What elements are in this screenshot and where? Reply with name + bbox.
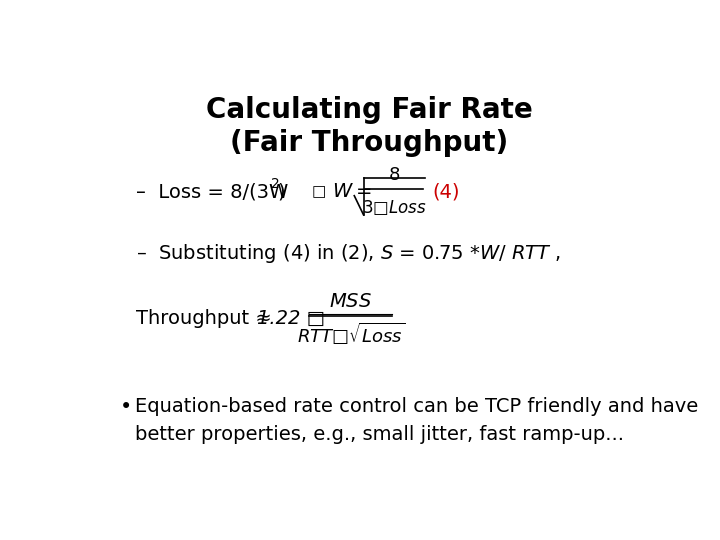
Text: $\mathit{MSS}$: $\mathit{MSS}$: [329, 293, 372, 312]
Text: –  Loss = 8/(3W: – Loss = 8/(3W: [137, 183, 289, 201]
Text: •: •: [120, 397, 132, 417]
Text: Equation-based rate control can be TCP friendly and have
better properties, e.g.: Equation-based rate control can be TCP f…: [135, 397, 698, 444]
Text: –  Substituting (4) in (2), $S$ = 0.75 *$\mathit{W/}$ $\mathit{RTT}$ ,: – Substituting (4) in (2), $S$ = 0.75 *$…: [137, 242, 562, 265]
Text: (4): (4): [433, 183, 460, 201]
Text: Calculating Fair Rate
(Fair Throughput): Calculating Fair Rate (Fair Throughput): [206, 96, 532, 157]
Text: 3□$\mathit{Loss}$: 3□$\mathit{Loss}$: [362, 198, 426, 217]
Text: □: □: [312, 184, 326, 199]
Text: Throughput ≈: Throughput ≈: [137, 309, 272, 328]
Text: 2: 2: [271, 177, 279, 191]
Text: ): ): [277, 183, 285, 201]
Text: 1.22 □: 1.22 □: [256, 309, 325, 328]
Text: $\mathit{RTT}$□$\sqrt{\mathit{Loss}}$: $\mathit{RTT}$□$\sqrt{\mathit{Loss}}$: [297, 321, 405, 347]
Text: 8: 8: [389, 166, 400, 184]
Text: $\mathit{W}=$: $\mathit{W}=$: [332, 183, 372, 201]
